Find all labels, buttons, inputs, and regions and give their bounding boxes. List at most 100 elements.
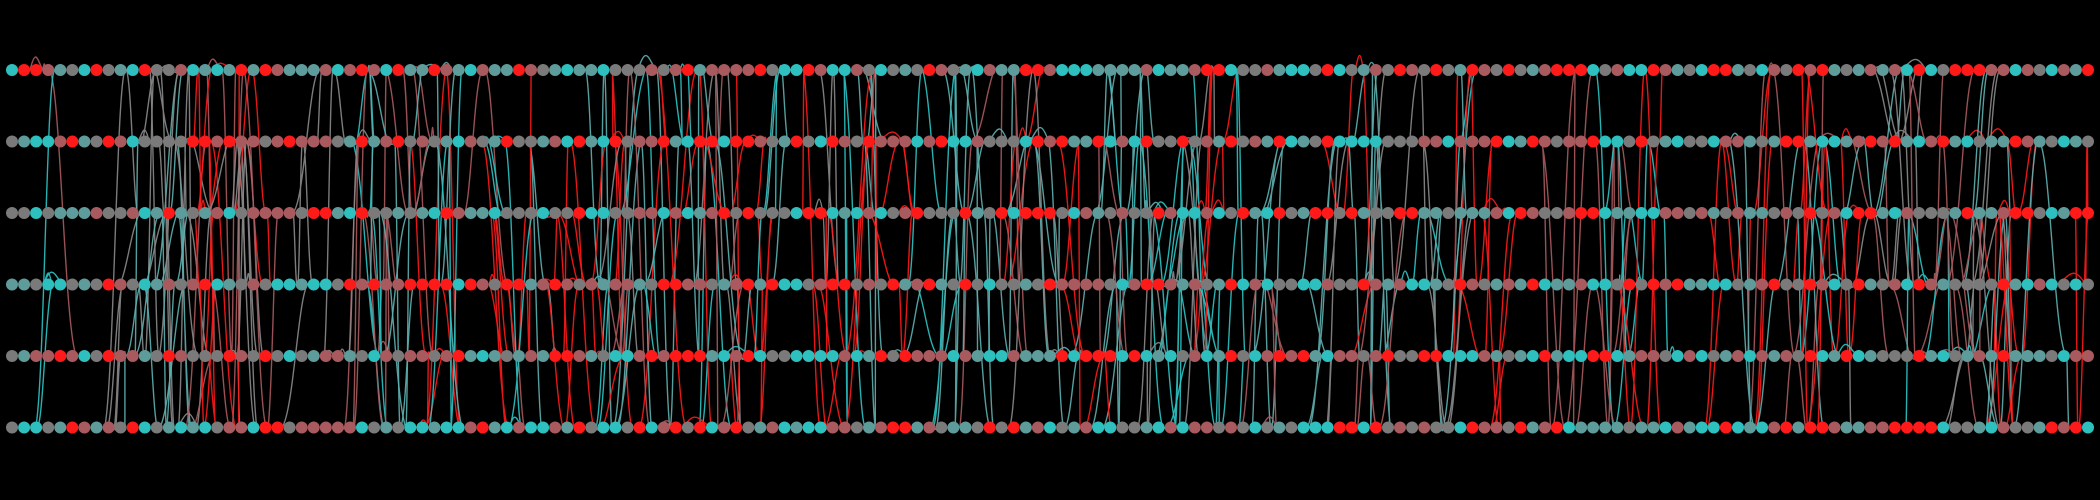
track-node (839, 207, 851, 219)
track-node (272, 422, 284, 434)
track-node (199, 422, 211, 434)
track-node (42, 350, 54, 362)
track-node (947, 207, 959, 219)
track-node (175, 350, 187, 362)
track-node (1116, 279, 1128, 291)
edge-curve (1429, 69, 1466, 431)
track-node (2022, 422, 2034, 434)
track-node (1937, 422, 1949, 434)
track-node (211, 422, 223, 434)
track-node (1116, 207, 1128, 219)
track-node (1177, 279, 1189, 291)
track-node (1611, 279, 1623, 291)
track-node (151, 279, 163, 291)
track-node (525, 350, 537, 362)
track-node (1611, 350, 1623, 362)
track-node (561, 207, 573, 219)
track-node (1913, 64, 1925, 76)
track-node (1285, 422, 1297, 434)
track-node (1466, 207, 1478, 219)
track-node (573, 207, 585, 219)
track-node (935, 279, 947, 291)
track-node (1829, 136, 1841, 148)
track-node (1442, 279, 1454, 291)
track-node (1527, 350, 1539, 362)
track-node (1020, 422, 1032, 434)
track-node (139, 207, 151, 219)
track-node (78, 64, 90, 76)
track-node (332, 279, 344, 291)
track-node (863, 207, 875, 219)
track-node (1153, 350, 1165, 362)
track-node (1310, 350, 1322, 362)
track-node (1539, 350, 1551, 362)
track-node (1249, 350, 1261, 362)
track-node (1587, 136, 1599, 148)
track-node (549, 350, 561, 362)
track-node (996, 350, 1008, 362)
track-node (1068, 136, 1080, 148)
track-node (1418, 422, 1430, 434)
track-node (332, 136, 344, 148)
track-node (66, 136, 78, 148)
track-node (1853, 279, 1865, 291)
track-node (465, 64, 477, 76)
track-node (923, 207, 935, 219)
track-node (1853, 136, 1865, 148)
track-node (1865, 207, 1877, 219)
track-node (706, 279, 718, 291)
track-node (766, 279, 778, 291)
track-node (911, 207, 923, 219)
track-node (1285, 136, 1297, 148)
track-node (1153, 279, 1165, 291)
track-node (428, 64, 440, 76)
track-node (1913, 136, 1925, 148)
track-node (706, 207, 718, 219)
track-node (115, 350, 127, 362)
track-node (1829, 422, 1841, 434)
edge-curve (1618, 69, 1663, 429)
track-node (851, 422, 863, 434)
track-node (887, 64, 899, 76)
track-node (1998, 207, 2010, 219)
edge-curve (667, 64, 692, 145)
track-node (332, 207, 344, 219)
track-node (549, 64, 561, 76)
track-node (646, 64, 658, 76)
track-node (1044, 207, 1056, 219)
track-node (899, 350, 911, 362)
track-node (320, 422, 332, 434)
track-node (815, 136, 827, 148)
track-node (151, 422, 163, 434)
track-node (1285, 279, 1297, 291)
track-node (960, 350, 972, 362)
track-node (1937, 279, 1949, 291)
track-node (103, 279, 115, 291)
track-node (428, 136, 440, 148)
track-node (2034, 279, 2046, 291)
track-node (1515, 422, 1527, 434)
track-node (1623, 422, 1635, 434)
track-node (754, 422, 766, 434)
track-node (1491, 64, 1503, 76)
track-node (1092, 422, 1104, 434)
track-node (1937, 207, 1949, 219)
track-node (1804, 350, 1816, 362)
track-node (1080, 422, 1092, 434)
track-node (1334, 136, 1346, 148)
track-node (2082, 207, 2094, 219)
track-node (1430, 64, 1442, 76)
track-node (1370, 422, 1382, 434)
track-node (622, 350, 634, 362)
edge-curve (1943, 212, 2002, 429)
track-node (296, 279, 308, 291)
track-node (247, 207, 259, 219)
track-node (2058, 422, 2070, 434)
track-node (597, 422, 609, 434)
track-node (501, 350, 513, 362)
track-node (1503, 350, 1515, 362)
track-node (947, 422, 959, 434)
track-node (996, 207, 1008, 219)
track-node (151, 136, 163, 148)
track-node (1949, 350, 1961, 362)
